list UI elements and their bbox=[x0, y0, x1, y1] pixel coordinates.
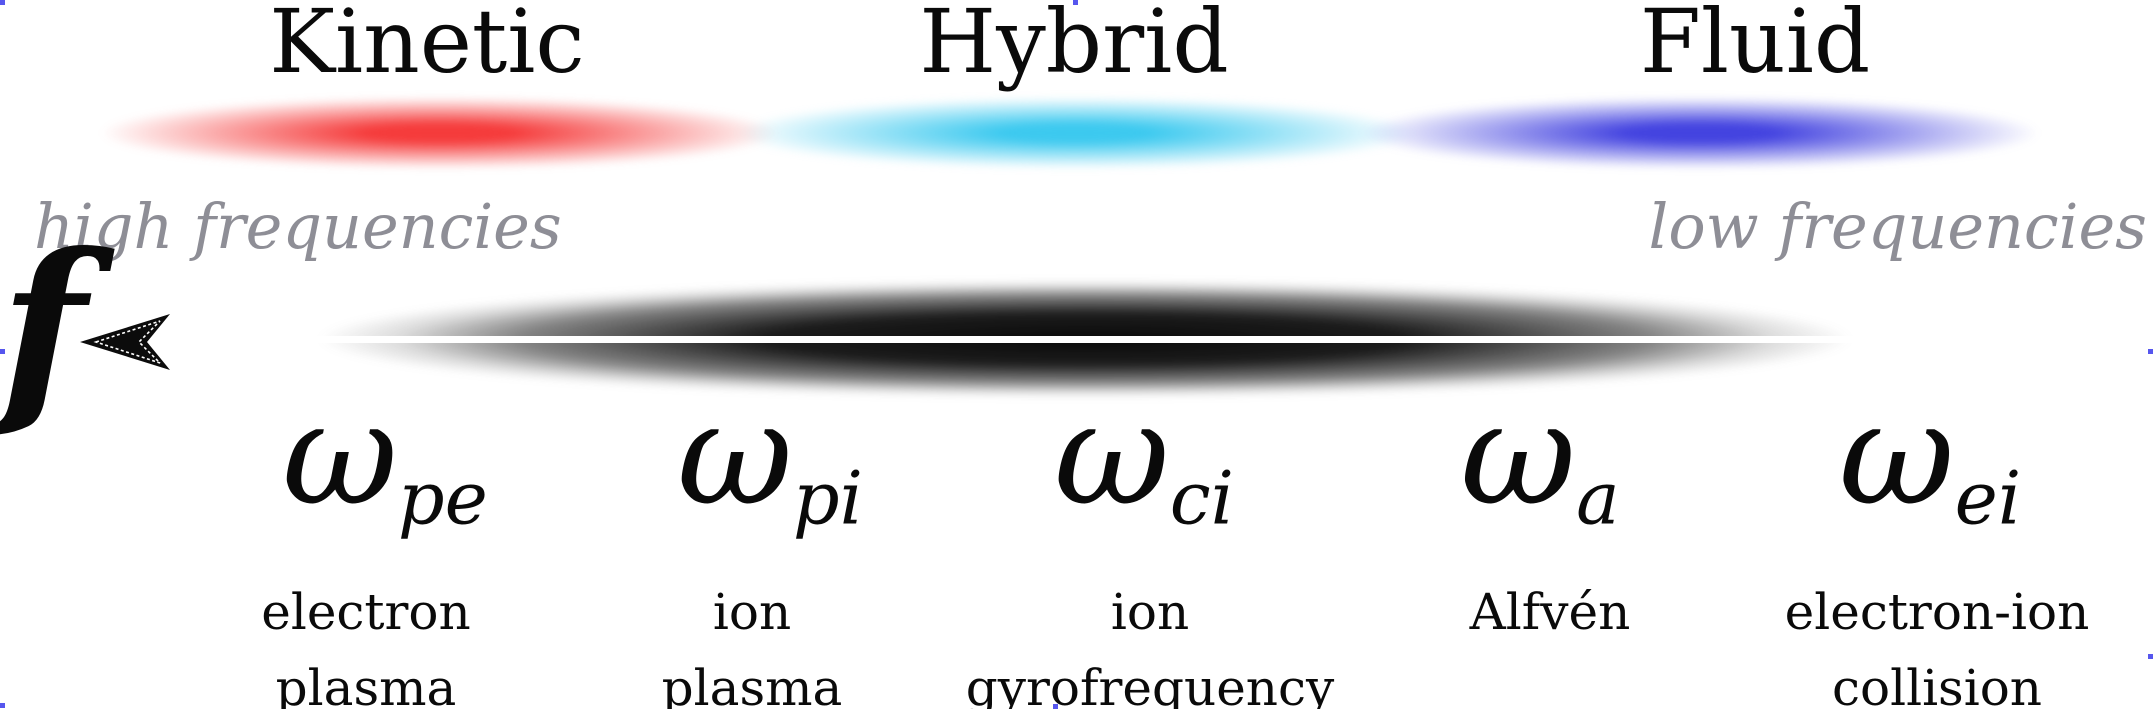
omega-glyph: ω bbox=[1838, 372, 1955, 537]
omega-glyph: ω bbox=[282, 372, 398, 537]
omega-glyph: ω bbox=[1460, 372, 1577, 537]
frequency-symbol-pi: ωpi bbox=[677, 384, 863, 536]
omega-glyph: ω bbox=[677, 372, 793, 537]
frequency-symbol-ei: ωei bbox=[1839, 384, 2021, 536]
regime-blob-fluid bbox=[1360, 97, 2040, 169]
frequency-name-line: collision bbox=[1831, 659, 2043, 709]
omega-subscript: ci bbox=[1169, 456, 1235, 542]
frequency-name-a: Alfvén bbox=[1470, 574, 1631, 650]
selection-handle bbox=[0, 703, 5, 708]
frequency-axis-line bbox=[159, 336, 2049, 343]
regime-blob-hybrid bbox=[735, 97, 1415, 169]
frequency-symbol-a: ωa bbox=[1460, 384, 1619, 536]
frequency-name-line: electron-ion bbox=[1784, 583, 2090, 641]
axis-note-high-frequencies: high frequencies bbox=[34, 190, 562, 263]
selection-handle bbox=[0, 0, 5, 5]
omega-subscript: pe bbox=[397, 456, 488, 542]
omega-subscript: ei bbox=[1954, 456, 2022, 542]
regime-label-kinetic: Kinetic bbox=[269, 0, 585, 93]
frequency-name-line: ion bbox=[1110, 583, 1190, 641]
frequency-symbol-ci: ωci bbox=[1054, 384, 1234, 536]
selection-handle bbox=[0, 349, 5, 354]
frequency-name-pi: ion plasma bbox=[662, 574, 843, 709]
frequency-name-line: ion bbox=[712, 583, 792, 641]
frequency-name-line: electron bbox=[261, 583, 471, 641]
selection-handle bbox=[1053, 704, 1058, 709]
omega-subscript: a bbox=[1576, 456, 1620, 542]
frequency-name-ei: electron-ion collision bbox=[1785, 574, 2090, 709]
axis-note-low-frequencies: low frequencies bbox=[1648, 190, 2147, 263]
frequency-symbol-pe: ωpe bbox=[282, 384, 488, 536]
omega-subscript: pi bbox=[792, 456, 863, 542]
frequency-name-pe: electron plasma bbox=[261, 574, 470, 709]
selection-handle bbox=[2148, 654, 2153, 659]
regime-label-hybrid: Hybrid bbox=[919, 0, 1229, 93]
omega-glyph: ω bbox=[1053, 372, 1170, 537]
frequency-name-line: gyrofrequency bbox=[965, 659, 1335, 709]
regime-label-fluid: Fluid bbox=[1639, 0, 1871, 93]
frequency-name-line: plasma bbox=[661, 659, 843, 709]
regime-blob-kinetic bbox=[100, 97, 780, 169]
frequency-axis-symbol: f bbox=[0, 210, 87, 445]
frequency-name-line: plasma bbox=[275, 659, 457, 709]
frequency-name-line: Alfvén bbox=[1469, 583, 1631, 641]
selection-handle bbox=[1073, 0, 1078, 5]
frequency-name-ci: ion gyrofrequency bbox=[966, 574, 1335, 709]
arrow-left-icon bbox=[80, 314, 170, 370]
selection-handle bbox=[2148, 349, 2153, 354]
